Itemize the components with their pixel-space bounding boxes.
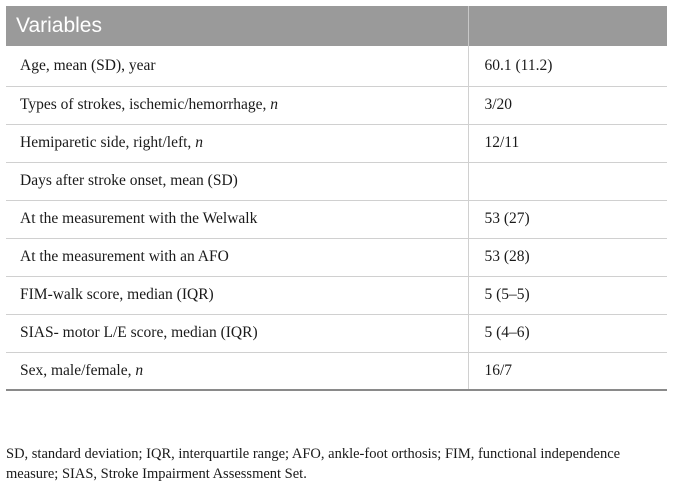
value-cell: 3/20: [467, 86, 667, 125]
header-values: [467, 6, 667, 46]
variable-label: Days after stroke onset, mean (SD): [20, 172, 238, 189]
variable-label: At the measurement with an AFO: [20, 248, 229, 265]
table-body: Age, mean (SD), year 60.1 (11.2) Types of …: [6, 46, 667, 391]
count-symbol: n: [195, 134, 203, 151]
value-cell: [467, 162, 667, 201]
variable-label: SIAS- motor L/E score, median (IQR): [20, 324, 258, 341]
table-row: Sex, male/female, n 16/7: [6, 352, 667, 391]
value-cell: 12/11: [467, 124, 667, 163]
demographics-table-container: Variables Age, mean (SD), year 60.1 (11.2…: [6, 6, 667, 391]
variable-cell: Hemiparetic side, right/left, n: [6, 124, 468, 163]
value-cell: 5 (4–6): [467, 314, 667, 353]
table-row: Types of strokes, ischemic/hemorrhage, n…: [6, 86, 667, 125]
variable-cell: At the measurement with the Welwalk: [6, 200, 468, 239]
variable-cell: Sex, male/female, n: [6, 352, 468, 391]
value-cell: 60.1 (11.2): [467, 46, 667, 87]
count-symbol: n: [270, 96, 279, 113]
count-symbol: n: [135, 361, 144, 379]
value-cell: 53 (27): [467, 200, 667, 239]
value-cell: 5 (5–5): [467, 276, 667, 315]
value-cell: 16/7: [467, 352, 667, 391]
table-row: FIM-walk score, median (IQR) 5 (5–5): [6, 276, 667, 315]
table-header-row: Variables: [6, 6, 667, 46]
table-row: Hemiparetic side, right/left, n 12/11: [6, 124, 667, 163]
variable-cell: Days after stroke onset, mean (SD): [6, 162, 468, 201]
value-cell: 53 (28): [467, 238, 667, 277]
variable-cell: Types of strokes, ischemic/hemorrhage, n: [6, 86, 468, 125]
header-variables: Variables: [6, 6, 468, 46]
table-row: SIAS- motor L/E score, median (IQR) 5 (4–…: [6, 314, 667, 353]
variable-label: Types of strokes, ischemic/hemorrhage,: [20, 96, 271, 113]
variable-label: FIM-walk score, median (IQR): [20, 286, 214, 303]
demographics-table: Variables Age, mean (SD), year 60.1 (11.2…: [6, 6, 667, 391]
variable-label: Age, mean (SD), year: [20, 56, 156, 74]
table-row: At the measurement with an AFO 53 (28): [6, 238, 667, 277]
variable-cell: SIAS- motor L/E score, median (IQR): [6, 314, 468, 353]
variable-label: At the measurement with the Welwalk: [20, 210, 258, 227]
table-row: Days after stroke onset, mean (SD): [6, 162, 667, 201]
table-row: At the measurement with the Welwalk 53 (2…: [6, 200, 667, 239]
variable-cell: FIM-walk score, median (IQR): [6, 276, 468, 315]
variable-cell: Age, mean (SD), year: [6, 46, 468, 87]
variable-label: Sex, male/female,: [20, 361, 136, 379]
variable-cell: At the measurement with an AFO: [6, 238, 468, 277]
variable-label: Hemiparetic side, right/left,: [20, 134, 196, 151]
table-footnote: SD, standard deviation; IQR, interquarti…: [6, 446, 621, 482]
table-row: Age, mean (SD), year 60.1 (11.2): [6, 46, 667, 87]
